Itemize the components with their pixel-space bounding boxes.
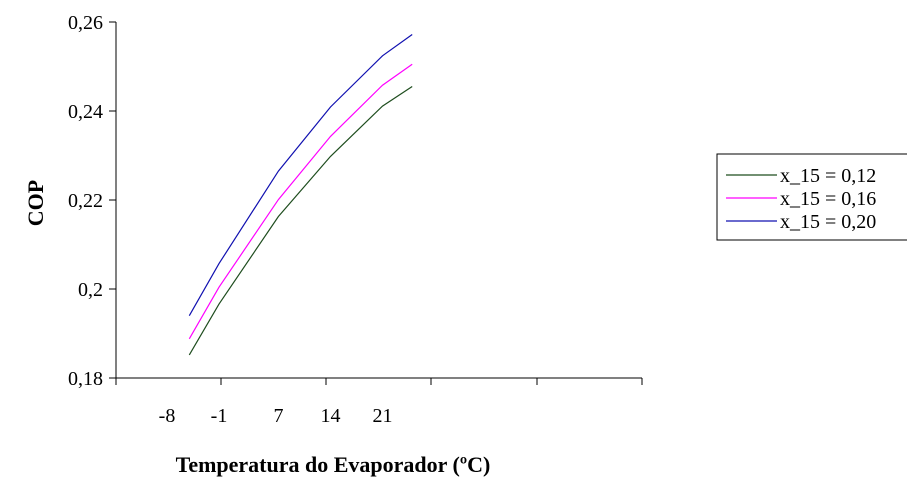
- legend-items: x_15 = 0,12x_15 = 0,16x_15 = 0,20: [726, 165, 876, 233]
- legend: x_15 = 0,12x_15 = 0,16x_15 = 0,20: [716, 153, 907, 241]
- x-tick-label: 14: [320, 405, 340, 427]
- legend-label: x_15 = 0,16: [780, 188, 876, 210]
- y-tick-label: 0,26: [68, 12, 103, 34]
- y-tick-label: 0,22: [68, 190, 103, 212]
- series-line: [188, 34, 413, 316]
- y-tick-label: 0,24: [68, 101, 103, 123]
- y-ticks: 0,18 0,2 0,22 0,24 0,26: [68, 12, 116, 390]
- series-line: [188, 85, 413, 356]
- legend-label: x_15 = 0,12: [780, 165, 876, 187]
- y-tick-label: 0,2: [78, 279, 103, 301]
- x-ticks: -8 -1 7 14 21: [115, 378, 643, 427]
- series-line: [188, 63, 413, 340]
- plot-area: 0,18 0,2 0,22 0,24 0,26 -8 -1 7 14 21: [68, 12, 643, 427]
- x-tick-label: 7: [273, 405, 283, 427]
- x-tick-label: 21: [372, 405, 392, 427]
- legend-label: x_15 = 0,20: [780, 211, 876, 233]
- legend-box: [716, 153, 907, 241]
- series-lines: [188, 34, 413, 356]
- x-axis-title: Temperatura do Evaporador (ºC): [176, 452, 491, 477]
- y-tick-label: 0,18: [68, 368, 103, 390]
- y-axis-title: COP: [23, 180, 48, 226]
- x-tick-label: -1: [211, 405, 228, 427]
- x-tick-label: -8: [159, 405, 176, 427]
